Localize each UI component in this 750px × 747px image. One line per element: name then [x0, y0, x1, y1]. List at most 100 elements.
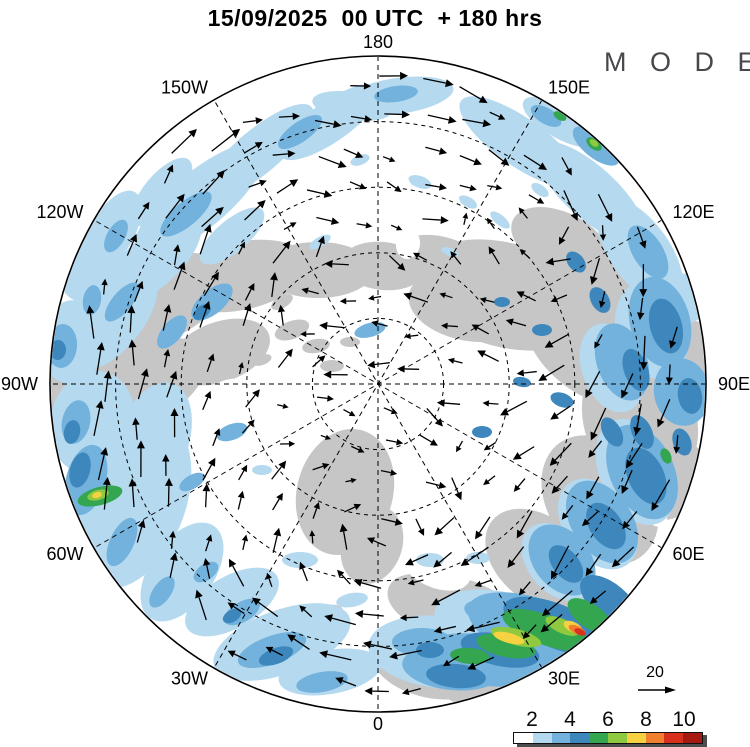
map-blob — [648, 298, 684, 354]
wind-arrow — [519, 249, 531, 259]
map-blob — [51, 370, 135, 474]
map-blob — [277, 114, 323, 150]
wind-arrow — [316, 395, 334, 402]
colorbar-segment — [645, 733, 665, 743]
wind-arrow — [404, 554, 429, 566]
wind-arrow — [136, 440, 145, 478]
wind-arrow — [673, 435, 681, 454]
modes-logo: M O D E S© — [604, 47, 750, 78]
wind-arrow — [637, 297, 645, 321]
map-blob — [216, 422, 248, 442]
wind-arrow — [425, 481, 447, 489]
wind-arrow — [589, 590, 607, 605]
wind-arrow — [549, 442, 572, 466]
wind-arrow — [475, 516, 491, 540]
wind-arrow — [585, 553, 602, 577]
wind-arrow — [431, 589, 461, 606]
colorbar-tick-label: 2 — [526, 708, 538, 731]
colorbar-segment — [551, 733, 571, 743]
wind-arrow — [344, 503, 362, 513]
lon-label: 150E — [548, 78, 590, 98]
wind-arrow — [597, 193, 613, 222]
wind-arrow — [242, 303, 252, 326]
wind-arrow — [423, 77, 454, 88]
wind-arrow — [639, 264, 648, 298]
graticule — [51, 57, 705, 711]
wind-arrow — [388, 255, 406, 271]
wind-arrow — [127, 305, 136, 333]
wind-arrow — [350, 115, 373, 123]
wind-arrow — [201, 206, 224, 228]
wind-arrow — [306, 189, 333, 198]
wind-arrow — [459, 184, 477, 192]
wind-arrow — [513, 478, 526, 492]
wind-arrow — [103, 370, 112, 402]
wind-arrow — [128, 478, 137, 508]
wind-arrow — [266, 572, 273, 588]
map-blob — [157, 315, 187, 349]
wind-arrow — [415, 518, 425, 536]
wind-arrow — [339, 523, 348, 550]
wind-arrow — [397, 365, 420, 373]
wind-arrow — [276, 179, 299, 194]
wind-arrow — [544, 333, 569, 348]
wind-arrow — [343, 148, 364, 159]
map-blob — [374, 85, 418, 103]
wind-arrow — [505, 318, 527, 327]
colorbar-segment — [514, 733, 533, 743]
wind-arrow — [581, 511, 599, 527]
wind-arrow — [440, 322, 458, 330]
wind-arrow — [550, 405, 571, 420]
lon-label: 90E — [718, 374, 750, 394]
wind-arrow — [551, 545, 570, 580]
wind-arrow — [277, 348, 293, 368]
wind-arrow — [315, 235, 325, 258]
map-blob — [222, 608, 242, 624]
wind-arrow — [166, 370, 178, 398]
wind-arrow — [353, 578, 382, 589]
map-blob — [340, 506, 404, 584]
wind-arrow — [102, 476, 111, 510]
wind-arrow — [202, 390, 212, 411]
map-blob — [193, 561, 219, 583]
wind-arrow — [611, 546, 635, 568]
wind-arrow — [367, 360, 390, 369]
map-blob — [302, 338, 330, 354]
wind-arrow — [202, 457, 216, 481]
wind-arrows — [86, 71, 681, 696]
wind-arrow — [486, 217, 495, 230]
wind-arrow — [128, 339, 137, 366]
wind-arrow — [507, 546, 525, 568]
colorbar-tick-label: 10 — [672, 708, 696, 731]
wind-arrow — [599, 225, 607, 241]
map-blob — [531, 182, 549, 198]
wind-arrow — [364, 687, 389, 696]
wind-arrow — [466, 621, 500, 633]
wind-arrow — [343, 408, 356, 417]
wind-arrow — [516, 291, 536, 302]
map-boundary-circle — [49, 55, 707, 713]
wind-arrow — [639, 335, 648, 371]
lon-label: 0 — [373, 714, 383, 734]
map-blob — [82, 285, 102, 315]
colorbar-segment — [570, 733, 590, 743]
map-blob — [202, 103, 314, 201]
wind-arrow — [500, 400, 528, 416]
wind-arrow — [97, 447, 109, 481]
wind-arrow — [669, 326, 678, 349]
map-blob — [600, 417, 624, 447]
lon-label: 90W — [1, 374, 38, 394]
map-blob — [104, 219, 128, 253]
wind-arrow — [467, 656, 495, 670]
wind-arrow — [551, 475, 568, 494]
lon-label: 30E — [548, 668, 580, 688]
wind-arrow — [272, 492, 283, 511]
map-blob — [252, 465, 272, 475]
map-blob — [282, 552, 318, 568]
wind-arrow — [651, 479, 671, 511]
wind-arrow — [399, 614, 419, 622]
map-blob — [63, 420, 81, 444]
map-blob — [426, 663, 486, 689]
wind-arrow — [299, 605, 313, 618]
colorbar-tick-label: 4 — [564, 708, 576, 731]
